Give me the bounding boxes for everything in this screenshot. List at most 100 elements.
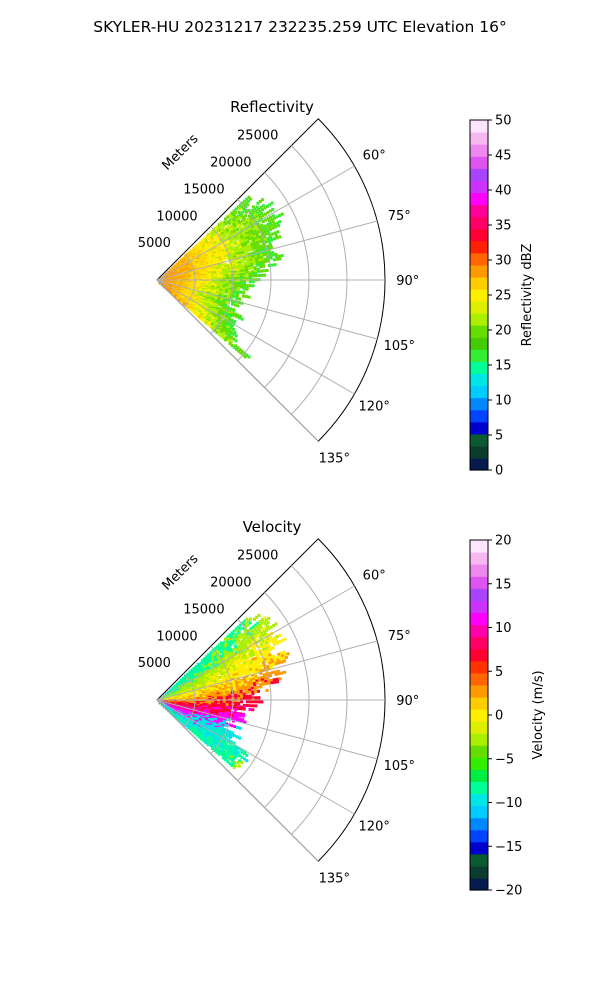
reflectivity-gate <box>260 236 264 240</box>
velocity-gate <box>238 747 242 751</box>
velocity-gate <box>238 664 242 668</box>
reflectivity-gate <box>238 216 242 220</box>
velocity-gate <box>259 635 263 639</box>
reflectivity-gate <box>234 221 238 225</box>
velocity-gate <box>282 656 285 660</box>
reflectivity-gate <box>256 217 260 221</box>
velocity-gate <box>245 753 249 757</box>
velocity-gate <box>236 674 240 678</box>
reflectivity-gate <box>169 291 173 294</box>
reflectivity-gate <box>237 276 241 280</box>
reflectivity-gate <box>232 314 236 318</box>
velocity-gate <box>233 751 237 755</box>
velocity-gate <box>240 639 244 643</box>
reflectivity-gate <box>257 230 261 234</box>
reflectivity-gate <box>236 234 240 238</box>
velocity-gate <box>247 664 251 668</box>
velocity-gate <box>241 672 245 676</box>
velocity-gate <box>267 627 271 631</box>
reflectivity-gate <box>234 334 238 338</box>
reflectivity-gate <box>259 227 262 231</box>
velocity-gate <box>200 733 204 736</box>
velocity-gate <box>262 673 266 677</box>
velocity-gate <box>242 705 246 709</box>
reflectivity-gate <box>278 220 282 224</box>
velocity-gate <box>229 643 233 647</box>
reflectivity-gate <box>216 258 220 262</box>
reflectivity-gate <box>226 263 230 267</box>
reflectivity-gate <box>237 257 241 261</box>
reflectivity-gate <box>238 264 242 268</box>
reflectivity-gate <box>178 298 182 302</box>
reflectivity-gate <box>263 230 267 234</box>
reflectivity-gate <box>231 302 234 306</box>
reflectivity-gate <box>237 242 241 246</box>
reflectivity-gate <box>259 263 262 267</box>
velocity-gate <box>242 666 246 670</box>
velocity-gate <box>274 639 278 643</box>
reflectivity-gate <box>260 253 263 257</box>
velocity-gate <box>261 668 265 672</box>
velocity-gate <box>252 680 256 683</box>
reflectivity-gate <box>262 264 266 268</box>
velocity-gate <box>254 651 258 655</box>
velocity-gate <box>236 660 240 664</box>
reflectivity-gate <box>259 265 263 269</box>
velocity-gate <box>239 667 243 671</box>
velocity-gate <box>245 696 249 700</box>
velocity-gate <box>241 685 245 689</box>
velocity-gate <box>274 670 277 674</box>
reflectivity-gate <box>261 262 265 266</box>
reflectivity-gate <box>238 297 242 301</box>
reflectivity-gate <box>223 234 227 238</box>
velocity-gate <box>248 690 252 694</box>
velocity-gate <box>245 636 249 640</box>
reflectivity-gate <box>208 254 212 258</box>
velocity-gate <box>241 718 245 722</box>
reflectivity-gate <box>280 254 284 258</box>
reflectivity-gate <box>244 205 248 209</box>
velocity-gate <box>257 650 261 654</box>
velocity-gate <box>243 655 247 659</box>
velocity-gate <box>208 659 212 663</box>
velocity-gate <box>260 664 264 668</box>
velocity-gate <box>239 659 243 663</box>
velocity-gate <box>236 726 239 729</box>
velocity-gate <box>242 676 246 680</box>
reflectivity-gate <box>256 263 260 267</box>
reflectivity-gate <box>266 244 270 248</box>
reflectivity-gate <box>258 261 262 264</box>
velocity-gate <box>211 700 215 704</box>
velocity-gate <box>280 660 284 664</box>
velocity-gate <box>271 646 275 650</box>
velocity-gate <box>252 660 256 664</box>
reflectivity-colorbar-bin <box>470 457 488 471</box>
velocity-gate <box>257 700 261 704</box>
velocity-gate <box>230 649 234 653</box>
reflectivity-gate <box>234 283 238 287</box>
reflectivity-gate <box>216 269 219 272</box>
reflectivity-gate <box>225 283 229 287</box>
velocity-gate <box>262 620 266 624</box>
reflectivity-gate <box>269 236 273 239</box>
velocity-gate <box>240 750 244 754</box>
reflectivity-azimuth-tick-label: 105° <box>384 339 415 354</box>
reflectivity-gate <box>267 239 271 243</box>
reflectivity-gate <box>231 226 235 230</box>
reflectivity-gate <box>239 239 243 243</box>
reflectivity-gate <box>261 214 265 218</box>
reflectivity-gate <box>204 321 208 325</box>
reflectivity-gate <box>263 235 267 239</box>
reflectivity-gate <box>266 257 270 261</box>
reflectivity-gate <box>251 256 255 260</box>
reflectivity-gate <box>273 237 276 241</box>
velocity-gate <box>246 653 250 657</box>
velocity-gate <box>247 685 251 688</box>
reflectivity-gate <box>231 237 235 241</box>
reflectivity-gate <box>243 217 247 221</box>
reflectivity-gate <box>241 265 245 269</box>
reflectivity-gate <box>238 314 242 318</box>
reflectivity-gate <box>276 224 280 228</box>
velocity-gate <box>277 672 281 676</box>
